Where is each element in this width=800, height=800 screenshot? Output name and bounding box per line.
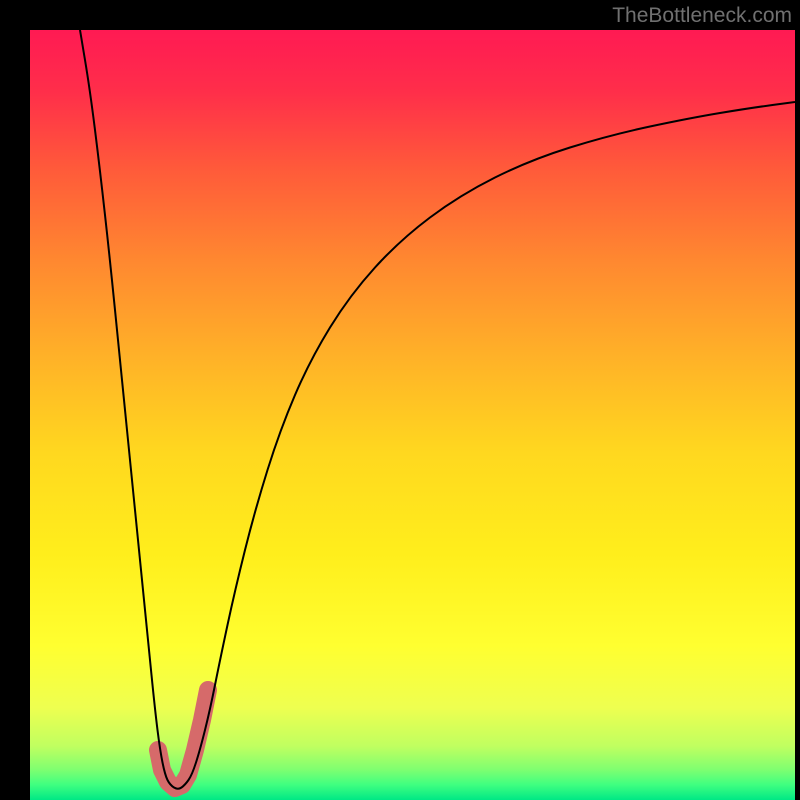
main-curve: [80, 30, 795, 789]
curve-overlay: [30, 30, 795, 800]
chart-area: [30, 30, 795, 800]
watermark-text: TheBottleneck.com: [612, 4, 792, 28]
